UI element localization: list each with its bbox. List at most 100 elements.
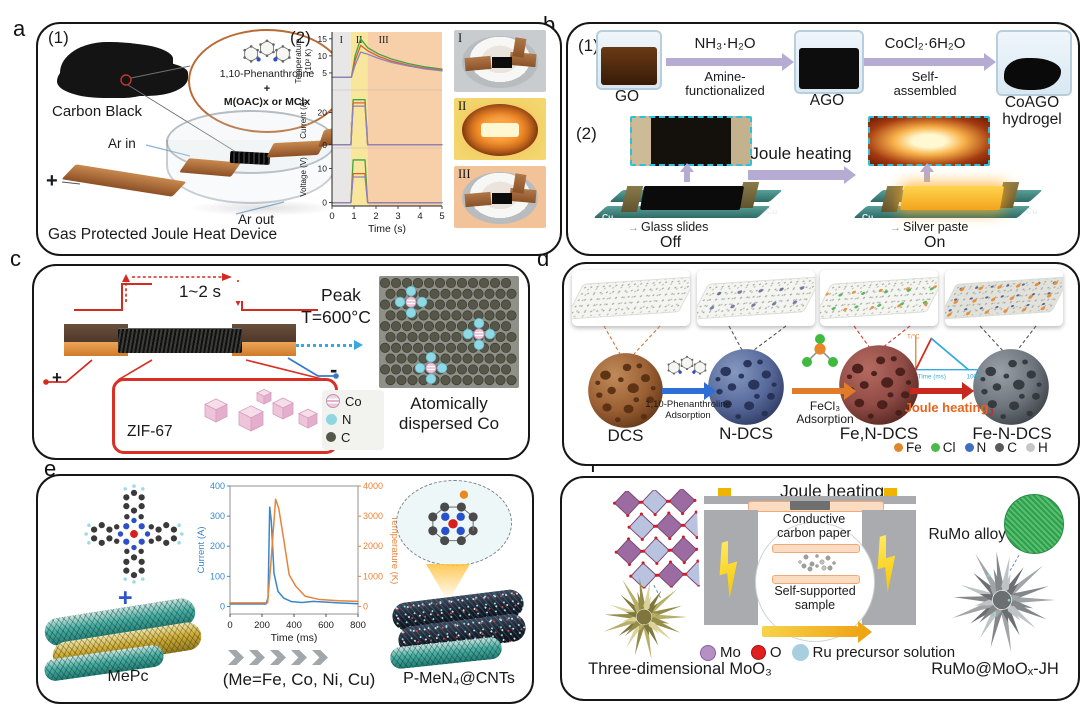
panel-b-step1-label: (1) — [578, 36, 599, 55]
svg-text:4000: 4000 — [363, 481, 383, 491]
final-sphere-illustration — [972, 348, 1050, 426]
fe-label: Fe — [906, 440, 922, 455]
svg-text:Voltage (V): Voltage (V) — [299, 157, 308, 197]
ru-solution-icon — [791, 644, 809, 661]
panel-c: 1~2 s Peak T=600°C + - ZIF-67 — [32, 264, 530, 460]
zif67-zoom-box: ZIF-67 — [112, 378, 338, 454]
zif67-label: ZIF-67 — [127, 423, 173, 440]
svg-text:Time (s): Time (s) — [368, 223, 406, 234]
metals-label: (Me=Fe, Co, Ni, Cu) — [222, 670, 376, 689]
carbon-paper-strip-inset — [772, 544, 860, 553]
fendcs-label: Fe,N-DCS — [839, 424, 919, 443]
ago-vial-illustration — [794, 30, 864, 94]
cl-atom-icon — [930, 443, 940, 452]
rumo-alloy-lattice-inset — [1004, 494, 1064, 554]
carbon-paper-label-line1: Conductive — [782, 512, 846, 526]
graphene-sheet-ndcs — [697, 270, 815, 326]
chevron-icon — [270, 650, 286, 665]
mepc-molecule-illustration — [80, 482, 188, 586]
amine-step-label-line1: Amine- — [704, 69, 746, 84]
plus-electrode-label: + — [52, 368, 62, 387]
temperature-pulse-inset-chart: T/°C Time (ms) 1000 — [906, 330, 984, 382]
ndcs-sphere-illustration — [707, 348, 785, 426]
panel-a-letter: a — [13, 16, 26, 41]
step2-label-line1: FeCl₃ — [809, 399, 841, 413]
panel-b-step2-label: (2) — [576, 124, 597, 143]
copper-pad-icon — [464, 55, 492, 72]
atom-legend: Co N C — [322, 390, 384, 450]
chevron-icon — [291, 650, 307, 665]
final-label: Fe-N-DCS — [972, 424, 1052, 443]
fe-n-sites-dots — [945, 276, 1063, 320]
dcs-label: DCS — [607, 426, 644, 445]
pointer-icon: → — [628, 222, 639, 234]
precursor-molecule-icon — [790, 550, 844, 574]
device-photo-stage3: III — [454, 166, 546, 228]
result-label-line2: dispersed Co — [398, 414, 500, 433]
svg-text:400: 400 — [210, 481, 225, 491]
joule-device-illustration — [64, 324, 296, 362]
legend-item-n: N — [326, 410, 380, 428]
svg-text:0: 0 — [329, 211, 334, 222]
phenanthroline-label: 1,10-Phenanthroline — [219, 68, 315, 80]
pointer-icon: → — [890, 222, 901, 234]
carbon-sample-strip — [229, 150, 271, 166]
contact-pin-icon — [718, 488, 731, 498]
sample-on-paper — [790, 501, 830, 510]
c-atom-icon — [326, 432, 336, 442]
svg-text:Current (A): Current (A) — [299, 99, 308, 139]
panel-a-step2-label: (2) — [290, 28, 311, 47]
n-label: N — [976, 440, 987, 455]
svg-text:III: III — [379, 35, 389, 46]
graphene-sheet-final — [945, 270, 1063, 326]
ago-label: AGO — [809, 92, 845, 109]
joule-heating-label: Joule heating — [779, 481, 885, 501]
step1-label-line2: Adsorption — [665, 410, 711, 421]
dcs-sphere-illustration — [587, 352, 664, 429]
carbon-paper-strip-inset — [772, 575, 860, 584]
pulse-duration-label: 1~2 s — [152, 282, 248, 302]
amine-step-label-line2: functionalized — [685, 83, 765, 98]
coago-label-line1: CoAGO — [1004, 94, 1060, 111]
off-device-illustration: Cu Cu — [593, 182, 784, 228]
phenanthroline-adsorption-arrow — [662, 388, 704, 394]
go-vial-illustration — [596, 30, 662, 90]
svg-text:200: 200 — [254, 620, 270, 631]
peak-label-line1: Peak — [321, 285, 361, 305]
svg-text:200: 200 — [210, 541, 225, 551]
legend-item-cl: Cl — [930, 440, 956, 455]
legend-item-co: Co — [326, 392, 380, 410]
legend-item-c: C — [326, 428, 380, 446]
plus-electrode-label: + — [46, 170, 58, 192]
cnt-film-sample — [118, 328, 242, 353]
process-arrow — [762, 626, 858, 637]
legend-item-fe: Fe — [894, 440, 922, 455]
coago-hydrogel-blob — [1004, 57, 1061, 90]
inset-pointer-arrow — [924, 172, 930, 182]
svg-text:100: 100 — [210, 571, 225, 581]
phenanthroline-molecule-icon — [237, 38, 297, 66]
electrode-bottom-right — [232, 342, 296, 356]
ru-label: Ru precursor solution — [812, 644, 956, 661]
current-temperature-chart: 0 100 200 300 400 0 1000 2000 3000 4000 0 200 400 600… — [194, 478, 400, 652]
legend-item-mo: Mo — [700, 644, 741, 661]
panel-b: (1) GO NH₃·H₂O Amine- functionalized AGO… — [566, 22, 1080, 256]
carbon-paper-label-line2: carbon paper — [777, 526, 851, 540]
silver-paste-label: → Silver paste — [890, 220, 968, 234]
ago-liquid — [799, 47, 859, 89]
h-label: H — [1038, 440, 1048, 455]
svg-text:4: 4 — [417, 211, 422, 222]
cl-label: Cl — [942, 440, 956, 455]
fecl3-molecule-icon — [802, 334, 838, 367]
amine-step-arrow — [666, 58, 782, 66]
cnt-bundle-illustration — [42, 596, 204, 683]
legend-item-ru: Ru precursor solution — [791, 644, 956, 661]
electrode-top-right — [232, 324, 296, 342]
c-label: C — [1007, 440, 1018, 455]
atomic-lattice-image — [379, 276, 519, 388]
photo-stage1-label: I — [458, 31, 463, 45]
product-label: P-MeN₄@CNTs — [403, 670, 515, 687]
n-atom-icon — [326, 413, 337, 425]
joule-pulse-chart: I II III 5 10 15 Temperature (10² K) 0 20 Current … — [294, 26, 446, 235]
